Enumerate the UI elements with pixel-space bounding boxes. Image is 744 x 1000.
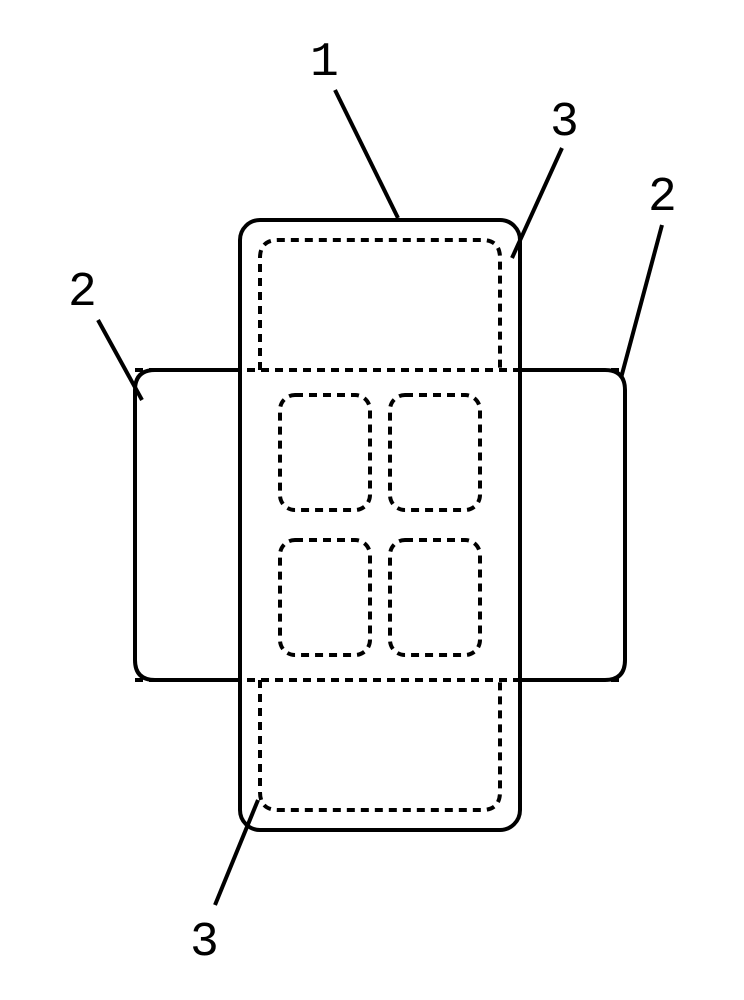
leader-3-bottom (215, 800, 258, 905)
label-3-bottom: 3 (190, 916, 219, 970)
inner-bottom-dashed (260, 680, 500, 810)
leader-2-left (98, 320, 142, 400)
technical-diagram: 1 3 2 2 3 (0, 0, 744, 1000)
label-2-left: 2 (68, 266, 97, 320)
inner-cell-tr (390, 395, 480, 510)
left-rect (135, 370, 240, 680)
label-3-top: 3 (550, 96, 579, 150)
leader-2-right (621, 225, 662, 378)
right-rect (520, 370, 625, 680)
leader-1 (335, 90, 398, 218)
inner-top-dashed (260, 240, 500, 370)
center-rect (240, 220, 520, 830)
inner-cell-tl (280, 395, 370, 510)
inner-cell-br (390, 540, 480, 655)
leader-3-top (512, 148, 562, 258)
label-1: 1 (310, 36, 339, 90)
label-2-right: 2 (648, 171, 677, 225)
inner-cell-bl (280, 540, 370, 655)
